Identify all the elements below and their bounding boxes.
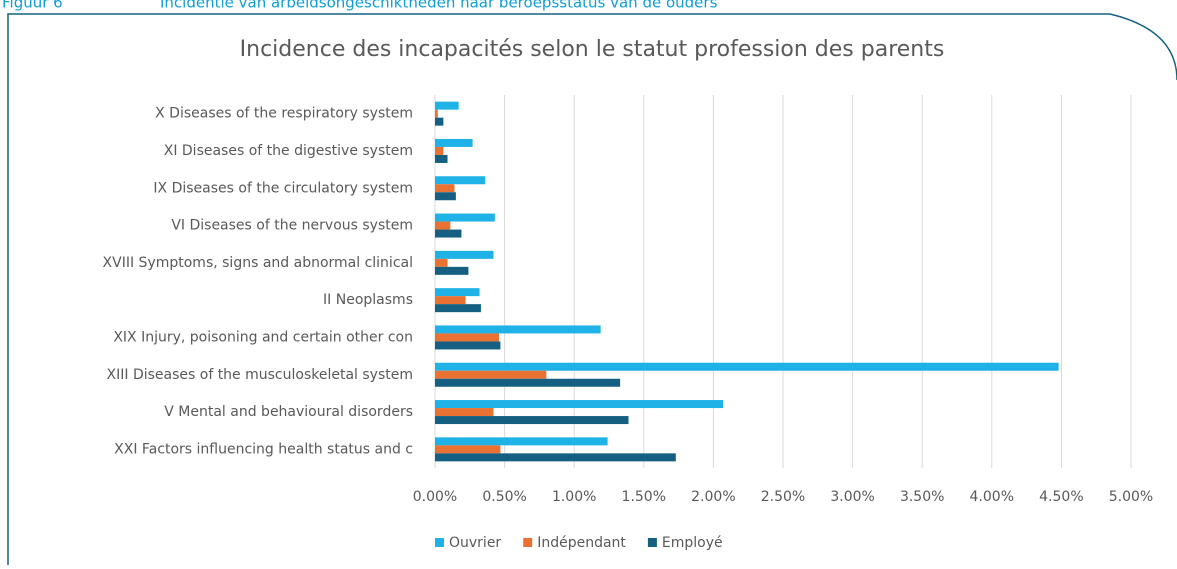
bar [435,378,621,387]
bar [435,325,601,334]
bar [435,192,456,201]
legend-swatch [523,538,533,547]
bar [435,266,469,275]
x-tick-label: 0.00% [413,489,457,505]
bar [435,184,455,193]
bar [435,333,500,342]
bar [435,408,494,417]
y-tick-label: XXI Factors influencing health status an… [114,441,413,457]
bar [435,288,480,297]
bar [435,138,473,147]
x-tick-label: 1.50% [622,489,666,505]
bar [435,250,494,259]
bar [435,117,444,126]
bar [435,176,486,185]
bar [435,213,495,222]
legend-swatch [647,538,657,547]
bar [435,437,608,446]
legend-label: Indépendant [537,535,626,551]
y-tick-label: XIII Diseases of the musculoskeletal sys… [107,367,413,383]
bar [435,154,448,163]
bar [435,146,444,155]
bar [435,258,448,267]
bar [435,370,547,379]
bar [435,362,1059,371]
bar [435,229,462,238]
x-tick-label: 4.00% [970,489,1014,505]
bar [435,400,724,409]
bar [435,341,501,350]
bar [435,101,459,110]
y-tick-label: XI Diseases of the digestive system [164,143,413,159]
y-tick-label: VI Diseases of the nervous system [171,218,413,234]
caption-label: Figuur 6 [2,0,63,12]
bar [435,453,676,462]
x-tick-label: 5.00% [1109,489,1153,505]
y-tick-label: IX Diseases of the circulatory system [153,180,413,196]
legend-label: Ouvrier [449,535,501,551]
legend-label: Employé [662,535,723,551]
x-tick-label: 3.50% [900,489,944,505]
bar [435,304,481,313]
chart-title: Incidence des incapacités selon le statu… [240,37,945,62]
x-tick-label: 1.00% [552,489,596,505]
legend-swatch [435,538,444,547]
bar [435,445,501,454]
bar [435,109,438,118]
caption-text: Incidentie van arbeidsongeschiktheden na… [160,0,718,12]
bar [435,416,629,425]
x-tick-label: 4.50% [1039,489,1083,505]
y-tick-label: X Diseases of the respiratory system [155,106,413,122]
frame [7,13,1177,565]
x-tick-label: 3.00% [830,489,874,505]
bar [435,296,466,305]
x-tick-label: 0.50% [482,489,526,505]
y-tick-label: V Mental and behavioural disorders [164,404,413,420]
x-tick-label: 2.00% [691,489,735,505]
y-tick-label: XIX Injury, poisoning and certain other … [113,329,413,345]
y-tick-label: II Neoplasms [323,292,413,308]
x-tick-label: 2.50% [761,489,805,505]
bar [435,221,451,230]
y-tick-label: XVIII Symptoms, signs and abnormal clini… [103,255,413,271]
